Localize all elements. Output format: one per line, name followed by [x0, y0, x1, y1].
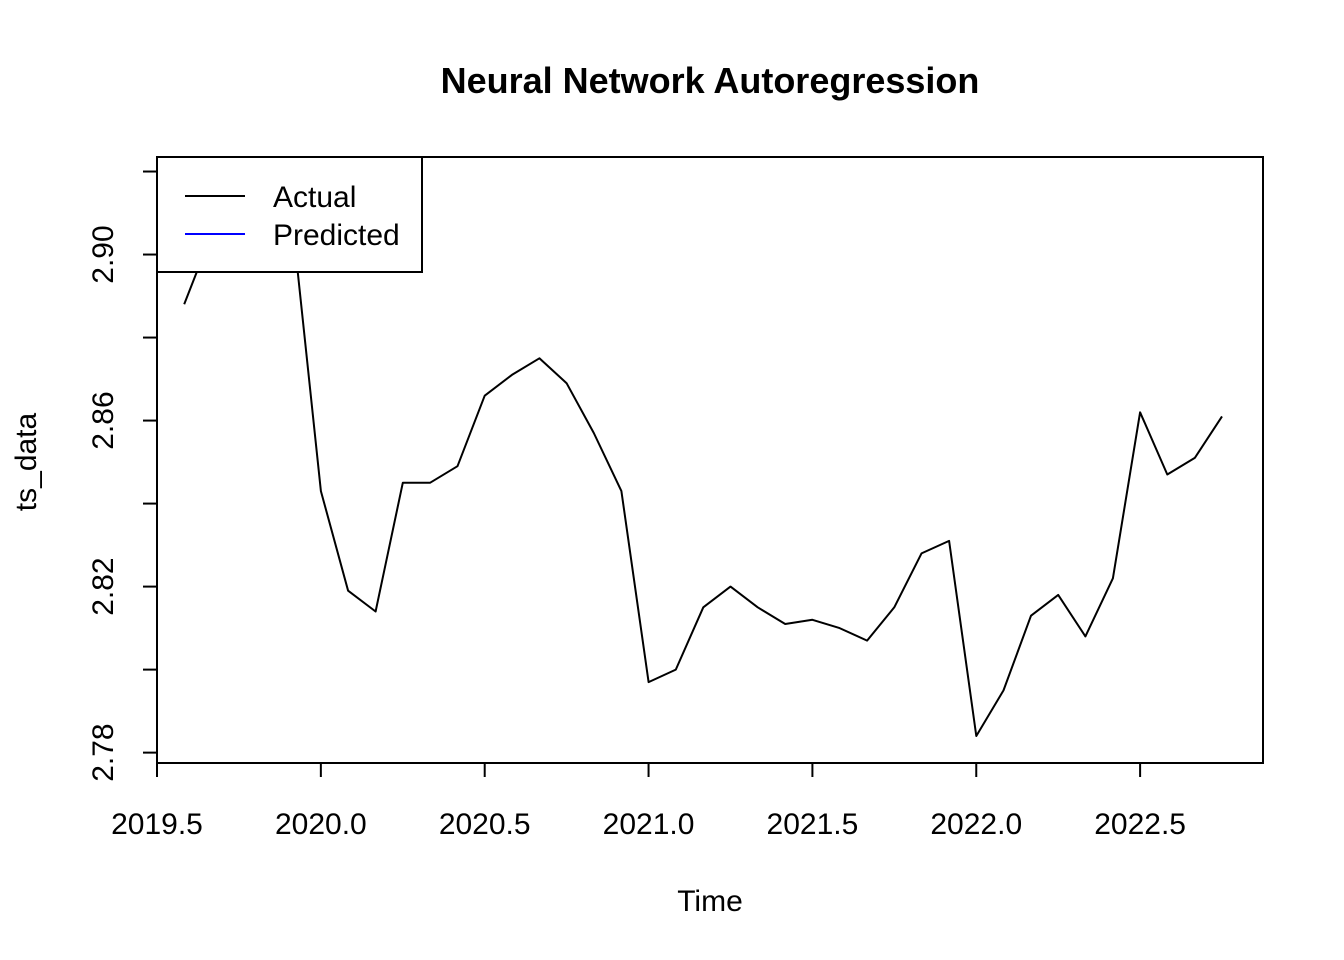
y-axis-label: ts_data: [10, 412, 43, 511]
legend-box: [156, 156, 423, 273]
x-tick-label: 2020.5: [439, 808, 531, 841]
plot-frame: [156, 156, 1264, 764]
series-layer: [183, 178, 1223, 737]
legend: Actual Predicted: [156, 156, 423, 273]
x-tick-label: 2021.5: [767, 808, 859, 841]
x-axis-label: Time: [677, 885, 743, 918]
y-tick-label: 2.82: [87, 557, 120, 615]
x-tick-label: 2020.0: [275, 808, 367, 841]
y-tick-label: 2.86: [87, 391, 120, 449]
y-tick-label: 2.78: [87, 723, 120, 781]
series-line-actual: [183, 178, 1223, 737]
x-tick-label: 2022.5: [1094, 808, 1186, 841]
y-axis: 2.78 2.82 2.86 2.90: [87, 170, 158, 782]
x-tick-label: 2021.0: [603, 808, 695, 841]
y-tick-label: 2.90: [87, 225, 120, 283]
x-tick-label: 2022.0: [930, 808, 1022, 841]
x-axis: 2019.5 2020.0 2020.5 2021.0 2021.5 2022.0 2022…: [111, 762, 1186, 841]
legend-label-actual: Actual: [273, 181, 356, 214]
chart-title: Neural Network Autoregression: [441, 60, 980, 101]
legend-label-predicted: Predicted: [273, 219, 400, 252]
x-tick-label: 2019.5: [111, 808, 203, 841]
